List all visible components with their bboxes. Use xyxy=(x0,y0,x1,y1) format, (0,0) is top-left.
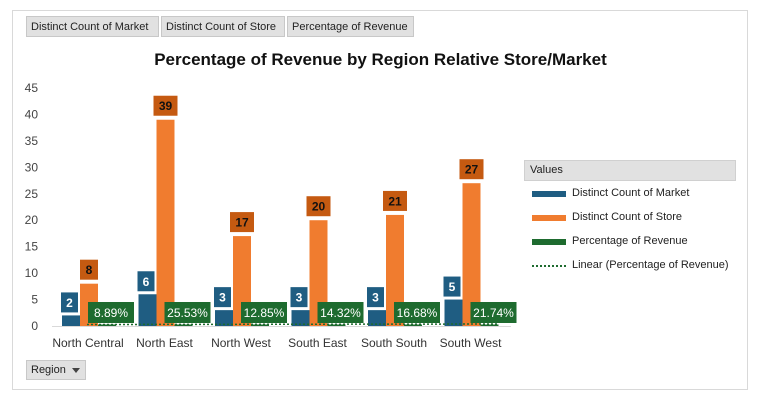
y-tick-label: 30 xyxy=(25,160,39,174)
chart-title: Percentage of Revenue by Region Relative… xyxy=(154,50,607,69)
dropdown-arrow-icon xyxy=(72,368,80,373)
y-tick-label: 15 xyxy=(25,240,39,254)
data-label-revenue: 8.89% xyxy=(94,306,128,320)
data-label-store: 8 xyxy=(86,263,93,277)
data-label-bg-revenue xyxy=(394,302,440,323)
data-label-bg-market xyxy=(137,271,155,292)
data-label-market: 2 xyxy=(66,296,73,310)
data-label-bg-revenue xyxy=(164,302,211,323)
data-label-revenue: 25.53% xyxy=(167,306,208,320)
data-label-bg-market xyxy=(214,287,231,308)
field-button-market[interactable]: Distinct Count of Market xyxy=(26,16,159,37)
legend-swatch-revenue xyxy=(532,239,566,245)
y-tick-label: 35 xyxy=(25,134,39,148)
x-category-label: South West xyxy=(440,336,502,350)
data-label-market: 3 xyxy=(296,291,303,305)
data-label-bg-market xyxy=(61,292,78,313)
y-tick-label: 0 xyxy=(31,319,38,333)
legend-title: Values xyxy=(524,160,736,181)
data-label-market: 3 xyxy=(372,291,379,305)
y-tick-label: 5 xyxy=(31,293,38,307)
y-tick-label: 25 xyxy=(25,187,39,201)
data-label-bg-revenue xyxy=(470,302,517,323)
data-label-revenue: 16.68% xyxy=(397,306,438,320)
data-label-bg-revenue xyxy=(241,302,287,323)
legend-swatch-market xyxy=(532,191,566,197)
data-label-bg-store xyxy=(80,259,98,280)
data-label-bg-market xyxy=(443,276,461,297)
bar-market xyxy=(368,310,386,326)
legend-label-store: Distinct Count of Store xyxy=(572,211,683,223)
bar-revenue xyxy=(98,324,116,326)
bar-market xyxy=(138,294,157,326)
region-field-button[interactable]: Region xyxy=(26,360,86,380)
x-category-label: North Central xyxy=(52,336,123,350)
legend-swatch-store xyxy=(532,215,566,221)
legend-label-revenue: Percentage of Revenue xyxy=(572,235,688,247)
bar-market xyxy=(62,315,80,326)
x-category-label: North West xyxy=(211,336,271,350)
bar-store xyxy=(462,183,481,326)
data-label-market: 5 xyxy=(449,280,456,294)
legend-item-market[interactable]: Distinct Count of Market xyxy=(524,181,736,205)
data-label-store: 20 xyxy=(312,200,326,214)
data-label-market: 6 xyxy=(143,275,150,289)
bar-store xyxy=(309,220,328,326)
legend-item-trendline[interactable]: Linear (Percentage of Revenue) xyxy=(524,253,736,277)
bar-market xyxy=(291,310,310,326)
y-tick-label: 45 xyxy=(25,81,39,95)
bar-store xyxy=(386,214,404,326)
y-tick-label: 20 xyxy=(25,213,39,227)
legend-swatch-trendline xyxy=(532,265,566,267)
trendline xyxy=(86,323,498,326)
data-label-store: 21 xyxy=(388,194,402,208)
bar-revenue xyxy=(174,324,193,326)
data-label-bg-store xyxy=(459,159,484,180)
data-label-bg-revenue xyxy=(317,302,364,323)
region-field-label: Region xyxy=(31,364,66,376)
legend-label-trendline: Linear (Percentage of Revenue) xyxy=(572,259,729,271)
data-label-bg-store xyxy=(230,212,254,233)
bar-market xyxy=(444,299,463,326)
bar-revenue xyxy=(327,324,346,326)
bar-market xyxy=(215,310,233,326)
data-label-bg-store xyxy=(306,196,331,217)
x-category-label: North East xyxy=(136,336,193,350)
data-label-revenue: 14.32% xyxy=(320,306,361,320)
data-label-bg-market xyxy=(367,287,384,308)
legend-item-revenue[interactable]: Percentage of Revenue xyxy=(524,229,736,253)
data-label-bg-store xyxy=(383,190,407,211)
data-label-revenue: 21.74% xyxy=(473,306,514,320)
x-category-label: South East xyxy=(288,336,347,350)
data-label-revenue: 12.85% xyxy=(244,306,285,320)
legend-label-market: Distinct Count of Market xyxy=(572,187,690,199)
bar-revenue xyxy=(480,324,499,326)
y-tick-label: 40 xyxy=(25,107,39,121)
data-label-market: 3 xyxy=(219,291,226,305)
legend: Values Distinct Count of Market Distinct… xyxy=(524,160,736,277)
data-label-store: 17 xyxy=(235,216,249,230)
y-tick-label: 10 xyxy=(25,266,39,280)
data-label-bg-revenue xyxy=(88,302,134,323)
data-label-store: 39 xyxy=(159,99,173,113)
bar-store xyxy=(156,119,175,326)
legend-item-store[interactable]: Distinct Count of Store xyxy=(524,205,736,229)
data-label-bg-store xyxy=(153,95,178,116)
field-button-revenue[interactable]: Percentage of Revenue xyxy=(287,16,414,37)
field-button-store[interactable]: Distinct Count of Store xyxy=(161,16,285,37)
bar-revenue xyxy=(251,324,269,326)
data-label-bg-market xyxy=(290,287,308,308)
data-label-store: 27 xyxy=(465,163,479,177)
x-category-label: South South xyxy=(361,336,427,350)
bar-revenue xyxy=(404,324,422,326)
